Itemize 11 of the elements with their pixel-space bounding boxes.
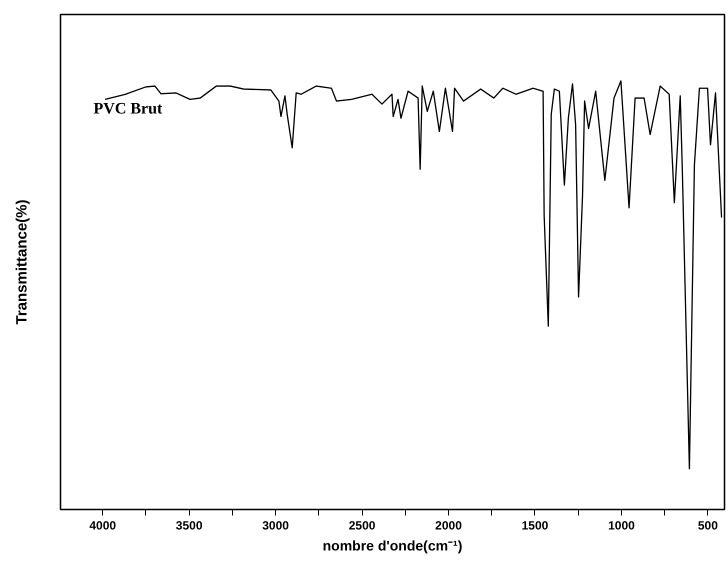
x-tick-label: 2500 (348, 518, 376, 532)
y-axis-title: Transmittance(%) (14, 199, 30, 325)
x-axis-title: nombre d'onde(cm⁻¹) (322, 538, 462, 554)
x-tick-label: 1500 (522, 518, 549, 532)
x-tick-label: 3000 (262, 518, 290, 532)
x-tick-label: 2000 (435, 518, 462, 532)
x-tick-label: 4000 (89, 518, 116, 532)
x-tick-label: 3500 (176, 518, 203, 532)
x-tick-label: 1000 (608, 518, 636, 532)
annotation: PVC Brut (94, 100, 164, 118)
x-tick-label: 500 (698, 518, 718, 532)
